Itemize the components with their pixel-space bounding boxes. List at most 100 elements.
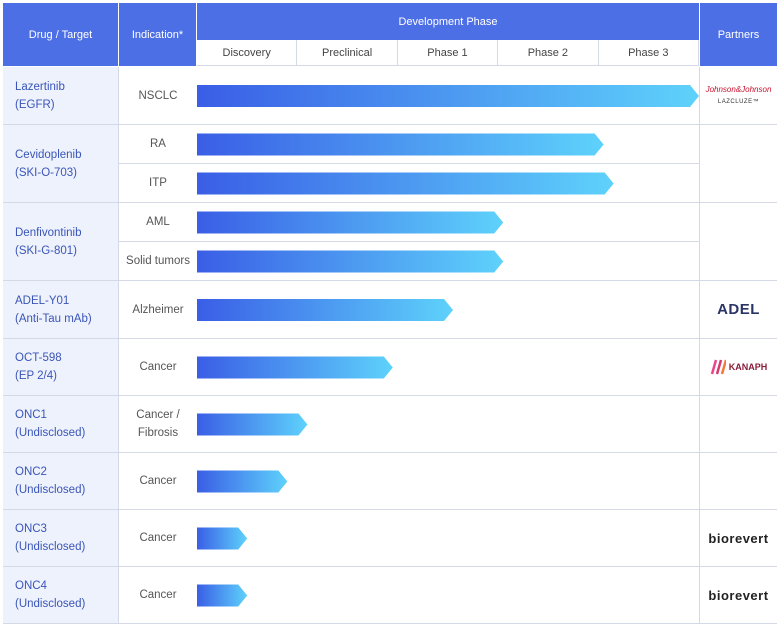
kanaph-logo: KANAPH [710,359,768,375]
progress-bar-7-1 [197,470,288,493]
indication-label: Cancer / [136,409,180,421]
drug-name: ONC2 [15,466,47,478]
drug-cell: Lazertinib (EGFR) [3,67,119,125]
drug-target: (Undisclosed) [15,598,86,610]
indication-label: Cancer [139,532,177,544]
phase-header-phase-3: Phase 3 [598,40,699,66]
development-phase-header: Development Phase [197,3,699,40]
indication-cell: Cancer / Fibrosis [118,396,198,453]
adel-logo: ADEL [717,301,760,318]
indication-cell: ITP [118,164,198,203]
progress-bar-6-1 [197,413,308,436]
indication-cell: Cancer [118,339,198,396]
drug-target: (SKI-G-801) [15,244,77,257]
bar-cell [197,510,699,567]
progress-bar-5-1 [197,356,393,379]
progress-bar-2-1 [197,133,604,156]
partners-header: Partners [700,3,777,66]
drug-name: ADEL-Y01 [15,294,70,307]
drug-target-header-label: Drug / Target [28,28,93,41]
biorevert-logo: biorevert [708,588,768,603]
indication-label: RA [150,138,166,150]
partner-logo-text: biorevert [708,587,769,603]
phase-header-label: Phase 2 [527,46,569,59]
partner-cell: KANAPH [699,339,777,396]
phase-header-phase-2: Phase 2 [498,40,599,66]
indication-header-label: Indication* [131,28,184,41]
partner-cell [699,125,777,203]
progress-bar-8-1 [197,527,248,550]
indication-cell: RA [118,125,198,164]
progress-bar-1-1 [197,85,699,107]
partner-cell: ADEL [699,281,777,339]
partner-cell [699,396,777,453]
drug-target: (EGFR) [15,98,55,111]
indication-cell: Cancer [118,510,198,567]
bar-cell [197,567,699,624]
partner-logo-text: ADEL [717,301,760,318]
development-phase-label: Development Phase [398,15,498,28]
phase-header-phase-1: Phase 1 [397,40,499,66]
drug-name: Cevidoplenib [15,148,82,161]
johnson-johnson-logo: Johnson&Johnson LAZCLUZE™ [706,84,772,108]
drug-cell: OCT-598 (EP 2/4) [3,339,119,396]
drug-cell: ONC4 (Undisclosed) [3,567,119,624]
indication-label: ITP [149,177,167,189]
drug-cell: Cevidoplenib (SKI-O-703) [3,125,119,203]
drug-name: Lazertinib [15,80,65,93]
indication-label: Cancer [139,361,177,373]
drug-target-header: Drug / Target [3,3,118,66]
drug-target: (Anti-Tau mAb) [15,312,92,325]
partner-logo-text: biorevert [708,530,769,546]
phase-header-discovery: Discovery [197,40,298,66]
drug-name: OCT-598 [15,352,62,364]
indication-cell: Alzheimer [118,281,198,339]
indication-label: NSCLC [138,89,178,102]
phase-header-label: Phase 3 [628,46,669,59]
partner-cell: biorevert [699,567,777,624]
drug-cell: ONC2 (Undisclosed) [3,453,119,510]
drug-target: (SKI-O-703) [15,166,77,179]
drug-cell: ONC3 (Undisclosed) [3,510,119,567]
indication-label: Solid tumors [126,255,190,267]
drug-name: ONC3 [15,523,47,535]
progress-bar-3-1 [197,211,504,234]
progress-bar-4-1 [197,299,454,321]
drug-name: ONC1 [15,409,47,421]
phase-header-label: Discovery [222,46,271,59]
drug-name: ONC4 [15,580,47,592]
partner-logo-text: Johnson&Johnson [705,84,772,94]
drug-cell: Denfivontinib (SKI-G-801) [3,203,119,281]
drug-name: Denfivontinib [15,226,82,239]
progress-bar-3-2 [197,250,504,273]
phase-header-preclinical: Preclinical [297,40,398,66]
indication-label: Cancer [139,475,177,487]
progress-bar-9-1 [197,584,248,607]
partner-cell [699,453,777,510]
drug-cell: ONC1 (Undisclosed) [3,396,119,453]
drug-cell: ADEL-Y01 (Anti-Tau mAb) [3,281,119,339]
indication-label: Alzheimer [132,303,184,316]
drug-target: (Undisclosed) [15,484,86,496]
partner-cell: Johnson&Johnson LAZCLUZE™ [699,67,777,125]
partners-header-label: Partners [717,28,760,41]
kanaph-mark-icon [710,359,726,375]
indication-cell: Solid tumors [118,242,198,281]
indication-cell: AML [118,203,198,242]
indication-header: Indication* [119,3,196,66]
partner-cell: biorevert [699,510,777,567]
partner-logo-text: KANAPH [728,362,768,372]
indication-cell: NSCLC [118,67,198,125]
drug-target: (EP 2/4) [15,370,57,382]
partner-logo-subtext: LAZCLUZE™ [717,98,760,105]
partner-cell [699,203,777,281]
drug-target: (Undisclosed) [15,541,86,553]
biorevert-logo: biorevert [708,531,768,546]
drug-target: (Undisclosed) [15,427,86,439]
indication-label-line2: Fibrosis [137,427,179,439]
indication-label: AML [146,216,170,228]
phase-header-label: Preclinical [322,46,373,59]
indication-label: Cancer [139,589,177,601]
